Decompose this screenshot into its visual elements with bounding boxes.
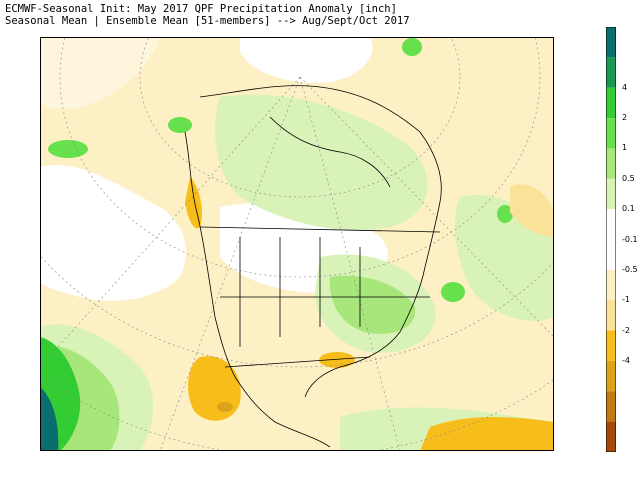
strong-dry-mexico — [217, 402, 233, 412]
map-frame — [40, 37, 554, 451]
near-normal-region-pacific — [40, 165, 186, 301]
colorbar-band — [606, 300, 616, 331]
colorbar-band — [606, 391, 616, 422]
wet-blob-alaska-panhandle — [168, 117, 192, 133]
wet-blob-gulf-of-alaska — [48, 140, 88, 158]
wet-region-canada — [215, 94, 428, 231]
colorbar-band — [606, 239, 616, 270]
colorbar-tick-label: -0.1 — [622, 234, 638, 244]
colorbar-tick-label: -0.5 — [622, 264, 638, 274]
dry-anomaly-caribbean — [420, 417, 554, 451]
colorbar-tick-label: -4 — [622, 355, 630, 365]
colorbar-band — [606, 330, 616, 361]
colorbar-band — [606, 27, 616, 58]
near-normal-region-arctic — [240, 37, 373, 83]
colorbar-band — [606, 148, 616, 179]
wet-blob-atlantic — [497, 205, 513, 223]
colorbar-band — [606, 57, 616, 88]
colorbar-tick-label: 0.1 — [622, 204, 635, 214]
colorbar — [606, 27, 616, 452]
colorbar-tick-label: 1 — [622, 143, 628, 153]
colorbar-frame — [606, 27, 616, 452]
colorbar-band — [606, 118, 616, 149]
colorbar-tick-label: -1 — [622, 295, 630, 305]
colorbar-tick-label: 2 — [622, 113, 628, 123]
map-title-line1: ECMWF-Seasonal Init: May 2017 QPF Precip… — [5, 3, 397, 15]
colorbar-band — [606, 87, 616, 119]
colorbar-band — [606, 421, 616, 452]
moderate-wet-southeast-us — [329, 275, 416, 334]
colorbar-tick-label: -2 — [622, 325, 630, 335]
very-strong-wet-east-pacific — [40, 387, 59, 451]
graticule-lines — [40, 37, 554, 451]
dry-anomaly-north-atlantic — [510, 184, 554, 237]
wet-blob-offshore-east — [441, 282, 465, 302]
precipitation-anomaly-map — [40, 37, 554, 451]
colorbar-band — [606, 360, 616, 392]
colorbar-band — [606, 269, 616, 301]
colorbar-tick-label: 0.5 — [622, 173, 635, 183]
colorbar-band — [606, 209, 616, 240]
weak-dry-region-northwest — [40, 37, 160, 110]
colorbar-band — [606, 178, 616, 210]
coastlines-and-borders — [184, 85, 442, 448]
map-title-line2: Seasonal Mean | Ensemble Mean [51-member… — [5, 15, 410, 27]
wet-blob-greenland — [402, 38, 422, 56]
colorbar-tick-label: 4 — [622, 82, 628, 92]
